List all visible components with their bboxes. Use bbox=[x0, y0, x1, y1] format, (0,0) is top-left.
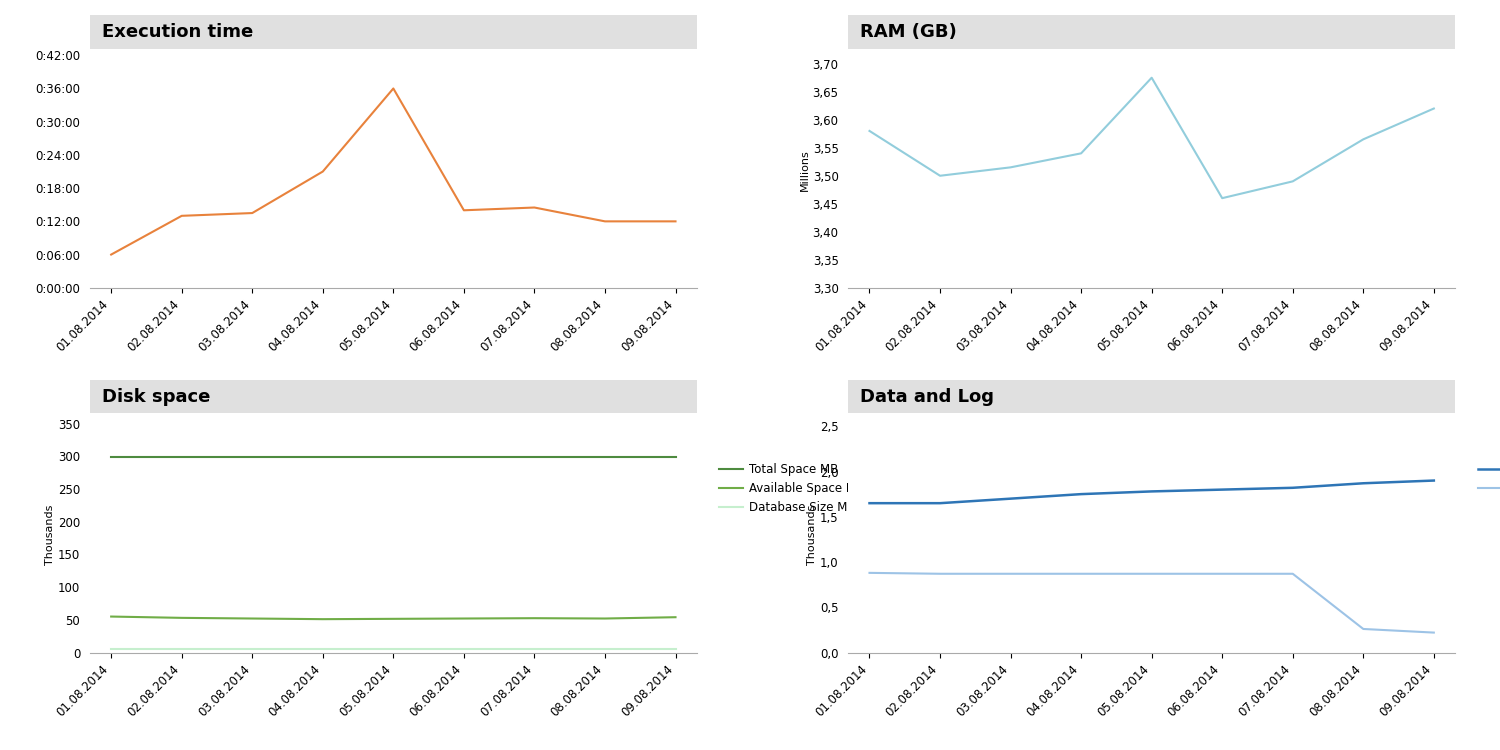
Total Space MB bbox=[666, 452, 684, 461]
Data bbox=[1143, 487, 1161, 496]
Data bbox=[1284, 483, 1302, 492]
Total Space MB bbox=[102, 452, 120, 461]
Database Size MB bbox=[525, 645, 543, 654]
Total Space MB bbox=[454, 452, 472, 461]
Database Size MB bbox=[596, 645, 613, 654]
Data bbox=[1072, 490, 1090, 499]
Total Space MB bbox=[596, 452, 613, 461]
Database Size MB bbox=[172, 645, 190, 654]
Available Space MB bbox=[314, 615, 332, 624]
Data bbox=[1214, 485, 1231, 494]
Available Space MB bbox=[172, 614, 190, 622]
Database Size MB bbox=[666, 645, 684, 654]
Line: Available Space MB: Available Space MB bbox=[111, 616, 675, 620]
Data bbox=[932, 499, 950, 508]
Log bbox=[1284, 569, 1302, 578]
Text: Execution time: Execution time bbox=[102, 23, 254, 40]
Log bbox=[1143, 569, 1161, 578]
Available Space MB bbox=[666, 613, 684, 622]
Log bbox=[1002, 569, 1020, 578]
Data bbox=[1425, 476, 1443, 485]
Log bbox=[932, 569, 950, 578]
Text: Data and Log: Data and Log bbox=[861, 388, 994, 406]
Database Size MB bbox=[314, 645, 332, 654]
Y-axis label: Millions: Millions bbox=[800, 149, 810, 191]
Data bbox=[861, 499, 879, 508]
Line: Log: Log bbox=[870, 573, 1434, 632]
Available Space MB bbox=[525, 614, 543, 622]
Available Space MB bbox=[102, 612, 120, 621]
Database Size MB bbox=[243, 645, 261, 654]
Y-axis label: Thousands: Thousands bbox=[807, 505, 818, 565]
Available Space MB bbox=[596, 614, 613, 623]
Total Space MB bbox=[243, 452, 261, 461]
Database Size MB bbox=[454, 645, 472, 654]
Legend: Data, Log: Data, Log bbox=[1473, 458, 1500, 500]
Log bbox=[1072, 569, 1090, 578]
Total Space MB bbox=[314, 452, 332, 461]
Log bbox=[861, 568, 879, 578]
Text: RAM (GB): RAM (GB) bbox=[861, 23, 957, 40]
Total Space MB bbox=[384, 452, 402, 461]
Text: Disk space: Disk space bbox=[102, 388, 210, 406]
Y-axis label: Thousands: Thousands bbox=[45, 505, 56, 565]
Data bbox=[1002, 494, 1020, 503]
Log bbox=[1354, 625, 1372, 634]
Log bbox=[1425, 628, 1443, 637]
Log bbox=[1214, 569, 1231, 578]
Database Size MB bbox=[102, 645, 120, 654]
Database Size MB bbox=[384, 645, 402, 654]
Available Space MB bbox=[384, 614, 402, 623]
Legend: Total Space MB, Available Space MB, Database Size MB: Total Space MB, Available Space MB, Data… bbox=[714, 458, 868, 519]
Line: Data: Data bbox=[870, 481, 1434, 503]
Available Space MB bbox=[454, 614, 472, 623]
Available Space MB bbox=[243, 614, 261, 623]
Total Space MB bbox=[172, 452, 190, 461]
Total Space MB bbox=[525, 452, 543, 461]
Data bbox=[1354, 478, 1372, 488]
